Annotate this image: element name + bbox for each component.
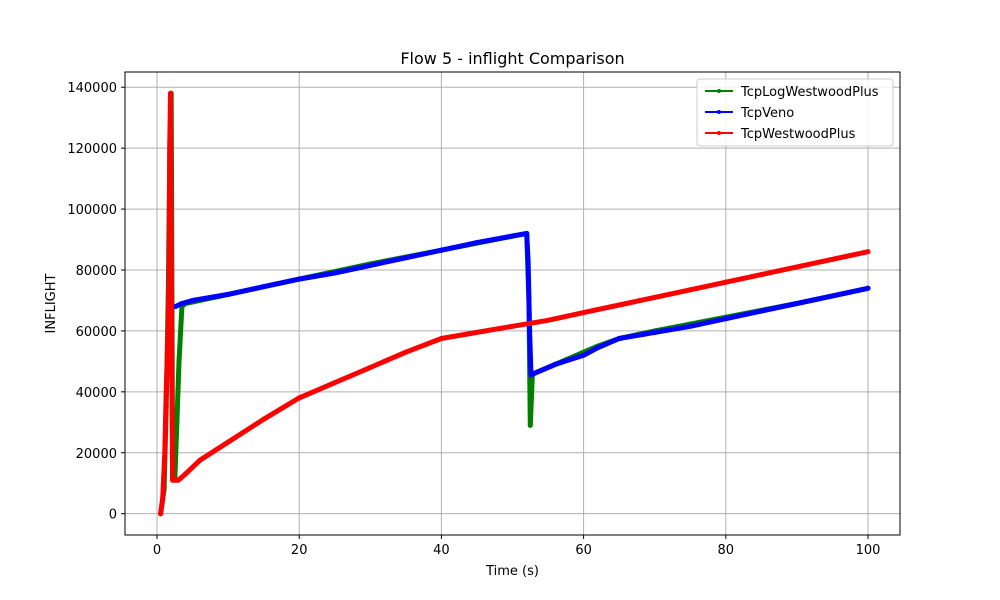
data-point-tcpveno <box>190 297 196 303</box>
data-point-tcpwestwoodplus <box>723 279 729 285</box>
data-point-tcpveno <box>581 352 587 358</box>
data-point-tcpveno <box>525 258 531 264</box>
data-point-tcpwestwoodplus <box>162 450 168 456</box>
axis-ticks: 0 20 40 60 80 100 0 20000 40000 60000 80000 100000 1… <box>67 81 880 558</box>
data-point-tcpwestwoodplus <box>197 457 203 463</box>
data-point-tcpveno <box>296 276 302 282</box>
data-point-tcpwestwoodplus <box>261 416 267 422</box>
data-point-tcpveno <box>616 336 622 342</box>
y-tick-label: 60000 <box>76 325 117 340</box>
y-axis-title: INFLIGHT <box>44 273 59 333</box>
y-tick-label: 100000 <box>67 203 117 218</box>
data-point-tcpwestwoodplus <box>616 302 622 308</box>
x-tick-label: 60 <box>575 543 592 558</box>
data-point-tcpveno <box>524 230 530 236</box>
data-point-tcpwestwoodplus <box>163 389 169 395</box>
data-point-tcpveno <box>332 270 338 276</box>
x-axis-title: Time (s) <box>485 564 539 579</box>
data-point-tcpwestwoodplus <box>296 395 302 401</box>
x-tick-label: 20 <box>291 543 308 558</box>
y-tick-label: 40000 <box>76 386 117 401</box>
data-point-tcpwestwoodplus <box>545 317 551 323</box>
x-tick-label: 80 <box>718 543 735 558</box>
data-point-tcpveno <box>652 329 658 335</box>
data-point-tcpveno <box>758 308 764 314</box>
data-point-tcpwestwoodplus <box>510 323 515 329</box>
legend-marker-tcplogwestwoodplus <box>717 89 721 93</box>
data-point-tcpwestwoodplus <box>794 264 800 270</box>
data-point-tcpwestwoodplus <box>225 439 231 445</box>
data-point-tcpveno <box>794 301 800 306</box>
data-point-tcpwestwoodplus <box>332 380 338 386</box>
data-point-tcpwestwoodplus <box>167 139 173 145</box>
data-point-tcpveno <box>438 247 444 253</box>
legend-marker-tcpwestwoodplus <box>717 131 721 135</box>
data-point-tcpwestwoodplus <box>438 336 444 342</box>
data-point-tcpwestwoodplus <box>474 329 480 335</box>
data-point-tcpwestwoodplus <box>829 256 835 262</box>
data-point-tcpwestwoodplus <box>687 287 693 293</box>
legend-label-tcpveno: TcpVeno <box>740 106 794 121</box>
data-point-tcpwestwoodplus <box>865 249 871 255</box>
y-tick-label: 120000 <box>67 142 117 157</box>
data-point-tcplogwestwoodplus <box>174 419 180 425</box>
data-point-tcpwestwoodplus <box>160 495 166 501</box>
data-point-tcpveno <box>403 255 409 261</box>
data-point-tcpveno <box>595 345 601 351</box>
data-point-tcpveno <box>179 301 185 306</box>
data-point-tcpveno <box>261 284 267 290</box>
legend-marker-tcpveno <box>717 110 721 114</box>
data-point-tcpwestwoodplus <box>165 343 171 349</box>
data-point-tcpveno <box>367 262 373 268</box>
x-tick-label: 0 <box>153 543 161 558</box>
plot-frame <box>124 71 901 536</box>
data-point-tcpveno <box>527 328 533 334</box>
series-lines <box>158 90 871 517</box>
data-point-tcpveno <box>865 285 871 291</box>
data-point-tcplogwestwoodplus <box>176 358 182 364</box>
data-point-tcpwestwoodplus <box>182 471 188 477</box>
legend-label-tcplogwestwoodplus: TcpLogWestwoodPlus <box>740 85 879 100</box>
data-point-tcpwestwoodplus <box>172 477 178 483</box>
data-point-tcpwestwoodplus <box>158 511 164 517</box>
data-point-tcpveno <box>474 240 480 246</box>
legend-label-tcpwestwoodplus: TcpWestwoodPlus <box>740 127 856 142</box>
data-point-tcpwestwoodplus <box>403 349 409 355</box>
data-point-tcpwestwoodplus <box>581 310 587 316</box>
chart-title: Flow 5 - inflight Comparison <box>400 49 624 68</box>
data-point-tcpwestwoodplus <box>168 90 174 96</box>
data-point-tcpveno <box>829 293 835 299</box>
legend-box <box>696 78 894 147</box>
data-point-tcpveno <box>225 291 231 297</box>
data-point-tcpveno <box>531 371 537 377</box>
y-tick-label: 20000 <box>76 447 117 462</box>
y-tick-label: 0 <box>109 508 117 523</box>
legend: TcpLogWestwoodPlus TcpVeno TcpWestwoodPlus <box>696 78 894 147</box>
data-point-tcplogwestwoodplus <box>527 422 533 428</box>
x-tick-label: 40 <box>433 543 450 558</box>
x-tick-label: 100 <box>856 543 881 558</box>
y-tick-label: 80000 <box>76 264 117 279</box>
data-point-tcpwestwoodplus <box>168 279 174 285</box>
data-point-tcpveno <box>687 323 693 329</box>
data-point-tcpwestwoodplus <box>367 364 373 370</box>
data-point-tcpwestwoodplus <box>652 294 658 300</box>
data-point-tcpveno <box>172 304 178 310</box>
data-point-tcpwestwoodplus <box>758 272 764 278</box>
grid <box>125 72 900 535</box>
y-tick-label: 140000 <box>67 81 117 96</box>
data-point-tcpveno <box>552 361 558 367</box>
data-point-tcpwestwoodplus <box>175 477 181 483</box>
data-point-tcpveno <box>723 316 729 322</box>
